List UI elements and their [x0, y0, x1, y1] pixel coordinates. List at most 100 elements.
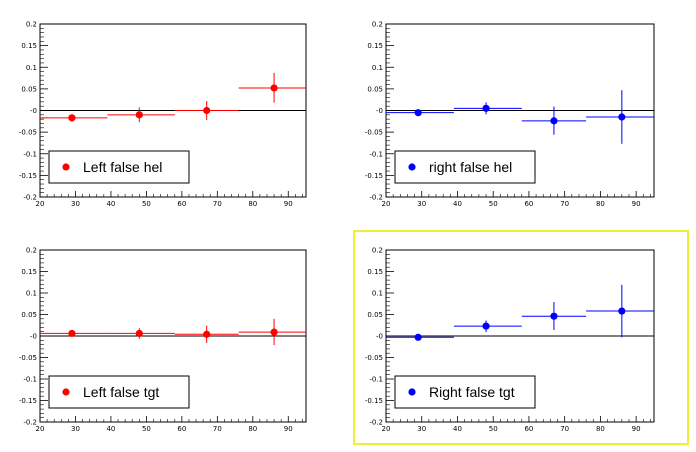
x-tick-label: 20 — [382, 200, 391, 208]
data-point — [453, 102, 522, 115]
y-tick-label: -0 — [376, 333, 383, 341]
legend-label: Right false tgt — [429, 384, 515, 400]
legend-box — [394, 375, 536, 409]
data-point — [386, 109, 454, 117]
x-tick-label: 60 — [177, 200, 186, 208]
y-tick-label: 0.05 — [367, 85, 383, 93]
y-tick-label: 0.15 — [21, 268, 37, 276]
y-tick-label: -0.05 — [365, 354, 383, 362]
data-marker — [68, 329, 76, 338]
legend-box — [394, 150, 536, 184]
x-tick-label: 70 — [213, 425, 222, 433]
data-point — [238, 72, 306, 103]
legend: Left false hel — [48, 150, 190, 184]
x-tick-label: 40 — [106, 425, 115, 433]
data-point — [586, 284, 654, 338]
data-marker — [203, 106, 211, 115]
data-point — [453, 320, 522, 333]
data-point — [107, 107, 175, 123]
x-tick-label: 90 — [284, 425, 293, 433]
y-tick-label: 0.2 — [26, 247, 37, 255]
y-tick-label: -0.1 — [23, 150, 37, 158]
data-marker — [270, 84, 278, 92]
legend-marker — [62, 388, 70, 396]
data-marker — [270, 328, 278, 336]
y-tick-label: 0.1 — [26, 290, 37, 298]
y-tick-label: -0.05 — [365, 129, 383, 137]
x-tick-label: 30 — [71, 200, 80, 208]
y-tick-label: -0.15 — [19, 172, 37, 180]
legend: right false hel — [394, 150, 536, 184]
y-tick-label: 0.15 — [367, 42, 383, 50]
data-point — [174, 325, 239, 343]
y-tick-label: 0.1 — [372, 64, 383, 72]
data-point — [238, 318, 306, 346]
y-tick-label: -0.1 — [369, 150, 383, 158]
data-marker — [482, 322, 490, 330]
legend-marker — [408, 388, 416, 396]
x-tick-label: 30 — [71, 425, 80, 433]
x-tick-label: 40 — [453, 425, 462, 433]
y-tick-label: 0.1 — [372, 290, 383, 298]
x-tick-label: 60 — [524, 200, 533, 208]
y-tick-label: -0 — [30, 333, 37, 341]
y-tick-label: 0.15 — [367, 268, 383, 276]
selected-pad-frame — [353, 230, 689, 445]
y-tick-label: -0.15 — [365, 397, 383, 405]
y-tick-label: -0.05 — [19, 354, 37, 362]
legend-marker — [408, 163, 416, 171]
legend-box — [48, 150, 190, 184]
y-tick-label: 0.2 — [372, 247, 383, 255]
y-tick-label: -0.05 — [19, 129, 37, 137]
x-tick-label: 30 — [417, 425, 426, 433]
legend-label: Left false tgt — [83, 384, 159, 400]
y-tick-label: 0.05 — [21, 311, 37, 319]
x-tick-label: 90 — [632, 425, 641, 433]
y-tick-label: -0.2 — [369, 194, 383, 202]
x-tick-label: 80 — [596, 200, 605, 208]
y-tick-label: 0.05 — [367, 311, 383, 319]
x-tick-label: 20 — [36, 425, 45, 433]
x-tick-label: 80 — [248, 425, 257, 433]
y-tick-label: -0.2 — [23, 419, 37, 427]
data-point — [386, 333, 454, 341]
y-tick-label: -0.2 — [23, 194, 37, 202]
legend-label: Left false hel — [83, 159, 162, 175]
data-point — [107, 328, 175, 339]
data-marker — [414, 333, 422, 341]
data-marker — [135, 111, 143, 119]
data-point — [174, 100, 239, 121]
data-marker — [618, 307, 626, 315]
x-tick-label: 40 — [106, 200, 115, 208]
x-tick-label: 60 — [177, 425, 186, 433]
x-tick-label: 50 — [489, 200, 498, 208]
data-point — [40, 114, 108, 122]
x-tick-label: 40 — [453, 200, 462, 208]
data-point — [521, 106, 587, 135]
x-tick-label: 30 — [417, 200, 426, 208]
data-marker — [550, 312, 558, 320]
legend: Right false tgt — [394, 375, 536, 409]
y-tick-label: 0.05 — [21, 85, 37, 93]
x-tick-label: 80 — [248, 200, 257, 208]
chart-panel-2: 20 30 40 50 60 70 80 90 -0.2 -0.15 -0.1 -0.05 -0 0.05… — [365, 21, 655, 208]
x-tick-label: 20 — [382, 425, 391, 433]
x-tick-label: 90 — [284, 200, 293, 208]
data-marker — [68, 114, 76, 122]
x-tick-label: 70 — [213, 200, 222, 208]
x-tick-label: 70 — [560, 425, 569, 433]
y-tick-label: -0 — [376, 107, 383, 115]
x-tick-label: 80 — [596, 425, 605, 433]
y-tick-label: -0.1 — [23, 376, 37, 384]
y-tick-label: -0.1 — [369, 376, 383, 384]
x-tick-label: 20 — [36, 200, 45, 208]
data-marker — [135, 329, 143, 338]
data-marker — [618, 113, 626, 121]
x-tick-label: 70 — [560, 200, 569, 208]
y-tick-label: -0.15 — [365, 172, 383, 180]
y-tick-label: 0.2 — [26, 21, 37, 29]
legend: Left false tgt — [48, 375, 190, 409]
legend-marker — [62, 163, 70, 171]
x-tick-label: 50 — [142, 200, 151, 208]
